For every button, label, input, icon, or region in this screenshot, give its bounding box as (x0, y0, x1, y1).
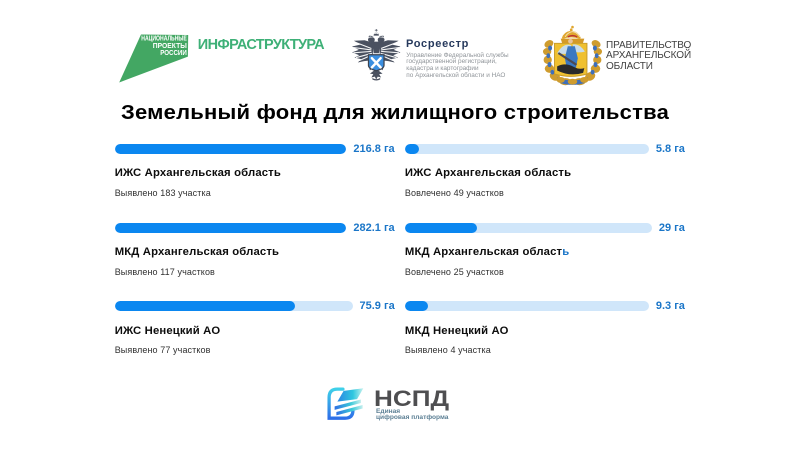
svg-text:НАЦИОНАЛЬНЫЕ: НАЦИОНАЛЬНЫЕ (141, 36, 187, 43)
svg-text:ПРОЕКТЫ: ПРОЕКТЫ (153, 43, 187, 50)
svg-text:РОССИИ: РОССИИ (160, 50, 187, 57)
